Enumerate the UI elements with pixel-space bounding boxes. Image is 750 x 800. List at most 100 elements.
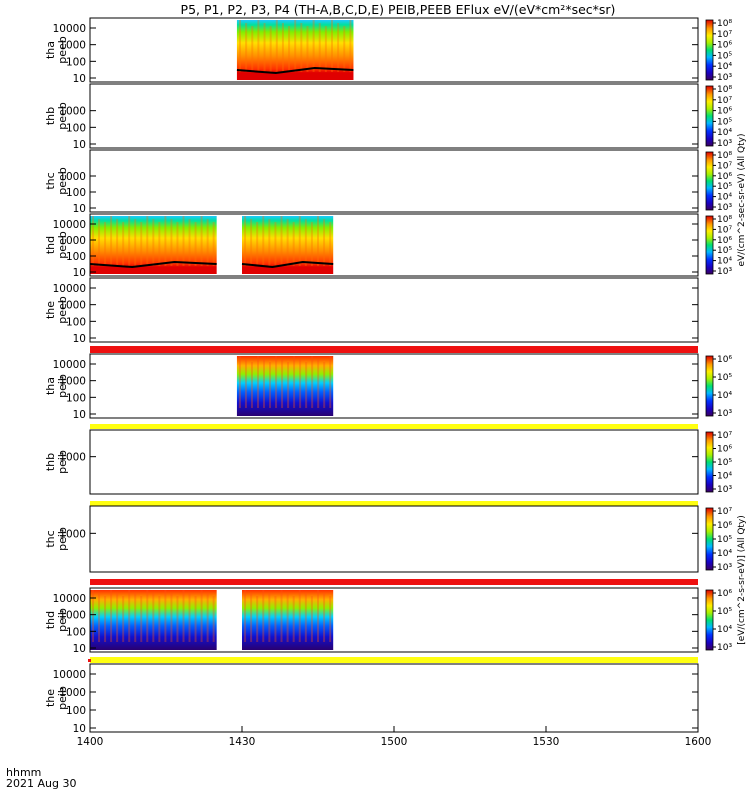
y-tick-label: 1000 <box>59 528 86 540</box>
colorbar-tick-label: 10⁶ <box>717 589 732 599</box>
colorbar <box>705 589 714 651</box>
colorbar-tick-label: 10⁵ <box>717 182 732 192</box>
y-tick-label: 1000 <box>59 235 86 247</box>
colorbar-tick-label: 10³ <box>717 139 732 149</box>
colorbar-tick-label: 10⁷ <box>717 507 732 517</box>
panel-label-probe: thc <box>44 172 57 189</box>
panel-label-probe: the <box>44 689 57 707</box>
colorbar-tick-label: 10⁸ <box>717 19 732 29</box>
colorbar-tick-label: 10⁸ <box>717 215 732 225</box>
colorbar <box>705 355 714 417</box>
panel-frame <box>89 277 699 343</box>
panel-label-probe: tha <box>44 41 57 59</box>
panel-frame <box>89 17 699 83</box>
colorbar-tick-label: 10⁴ <box>717 391 732 401</box>
y-tick-label: 1000 <box>59 687 86 699</box>
panel-label-instrument: peib <box>56 686 69 710</box>
y-tick-label: 10 <box>73 139 86 151</box>
y-tick-label: 100 <box>66 251 86 263</box>
panel-label-instrument: peeb <box>56 296 69 324</box>
band-stripe-1 <box>90 346 698 353</box>
colorbar-tick-label: 10⁶ <box>717 41 732 51</box>
colorbar-tick-label: 10⁴ <box>717 549 732 559</box>
colorbar-tick-label: 10⁸ <box>717 85 732 95</box>
y-tick-label: 1000 <box>59 452 86 464</box>
potential-line <box>89 260 217 269</box>
panel-frame <box>89 213 699 277</box>
colorbar-tick-label: 10⁴ <box>717 472 732 482</box>
colorbar-tick-label: 10⁷ <box>717 431 732 441</box>
panel-label-instrument: peib <box>56 450 69 474</box>
colorbar-tick-label: 10⁷ <box>717 225 732 235</box>
panel-frame <box>89 353 699 419</box>
y-tick-label: 1000 <box>59 610 86 622</box>
y-tick-label: 10 <box>73 73 86 85</box>
colorbar-tick-label: 10³ <box>717 485 732 495</box>
colorbar-tick-label: 10⁵ <box>717 535 732 545</box>
x-tick-label: 1400 <box>77 736 104 748</box>
y-tick-label: 10 <box>73 267 86 279</box>
panel-label-instrument: peib <box>56 527 69 551</box>
panel-label-probe: thd <box>44 236 57 254</box>
panel-frame <box>89 429 699 495</box>
panel-label-probe: the <box>44 301 57 319</box>
potential-line <box>241 260 334 269</box>
panel-label-probe: thd <box>44 611 57 629</box>
y-tick-label: 10000 <box>53 219 86 231</box>
x-tick-label: 1600 <box>685 736 712 748</box>
colorbar-tick-label: 10⁶ <box>717 445 732 455</box>
colorbar-tick-label: 10⁶ <box>717 236 732 246</box>
y-tick-label: 10 <box>73 203 86 215</box>
y-tick-label: 10000 <box>53 593 86 605</box>
panel-frame <box>89 663 699 733</box>
colorbar-tick-label: 10⁵ <box>717 246 732 256</box>
y-tick-label: 10000 <box>53 359 86 371</box>
colorbar-tick-label: 10⁵ <box>717 607 732 617</box>
colorbar-label-ion: [eV/(cm^2-s-sr-eV)] (All Qty) <box>737 515 747 645</box>
y-tick-label: 100 <box>66 122 86 134</box>
panel-the-peeb: 10 100 1000 10000 the peeb <box>44 277 699 345</box>
y-tick-label: 100 <box>66 187 86 199</box>
band-stripe-4 <box>90 579 698 585</box>
y-tick-label: 10000 <box>53 23 86 35</box>
colorbar-tick-label: 10³ <box>717 643 732 653</box>
colorbar-tick-label: 10⁴ <box>717 128 732 138</box>
y-tick-label: 1000 <box>59 171 86 183</box>
colorbar-tick-label: 10⁷ <box>717 30 732 40</box>
y-tick-label: 10000 <box>53 283 86 295</box>
y-tick-label: 100 <box>66 626 86 638</box>
panel-frame <box>89 149 699 213</box>
panel-tha-peib: 10 100 1000 10000 tha peib 10³ 10⁴ 10⁵ 10⁶ <box>44 353 732 421</box>
colorbar <box>705 151 714 211</box>
panel-thd-peib: 10 100 1000 10000 thd peib 10³ 10⁴ 10⁵ 10⁶ <box>44 587 732 655</box>
spectrogram-block-1 <box>236 356 334 416</box>
x-axis-label-hhmm: hhmm <box>6 766 41 779</box>
panel-label-instrument: peib <box>56 374 69 398</box>
spectrogram-block-2 <box>242 590 334 650</box>
x-tick-label: 1530 <box>533 736 560 748</box>
colorbar-tick-label: 10⁵ <box>717 51 732 61</box>
colorbar-tick-label: 10³ <box>717 267 732 277</box>
colorbar-label-electron: eV/(cm^2-sec-sr-eV) (All Qty) <box>737 134 747 267</box>
y-tick-label: 1000 <box>59 106 86 118</box>
panel-label-instrument: peeb <box>56 36 69 64</box>
colorbar-tick-label: 10⁷ <box>717 161 732 171</box>
colorbar <box>705 85 714 147</box>
colorbar-tick-label: 10³ <box>717 203 732 213</box>
band-stripe-3 <box>90 501 698 506</box>
spectrogram-block-1 <box>90 590 217 650</box>
y-tick-label: 1000 <box>59 300 86 312</box>
y-tick-label: 10000 <box>53 669 86 681</box>
colorbar-tick-label: 10⁴ <box>717 257 732 267</box>
colorbar <box>705 215 714 275</box>
colorbar-tick-label: 10³ <box>717 409 732 419</box>
colorbar-tick-label: 10⁶ <box>717 355 732 365</box>
y-tick-label: 100 <box>66 705 86 717</box>
y-tick-label: 1000 <box>59 40 86 52</box>
band-marker <box>88 659 91 662</box>
